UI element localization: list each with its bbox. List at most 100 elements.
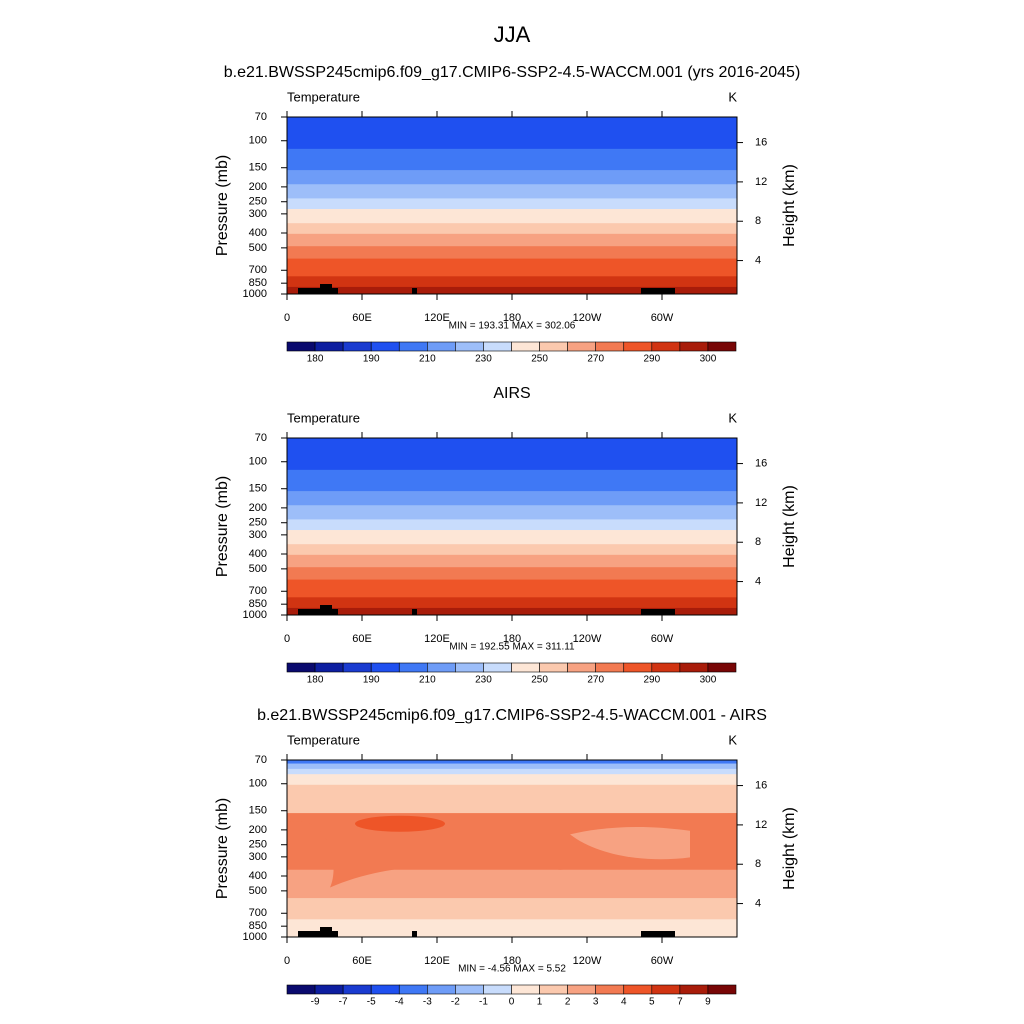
left-label: Temperature — [287, 732, 360, 747]
colorbar-label: 270 — [587, 354, 604, 365]
contour-band — [287, 246, 737, 260]
contour-band — [287, 258, 737, 277]
contour-band — [287, 505, 737, 520]
topography — [320, 284, 332, 294]
colorbar-label: 180 — [307, 354, 324, 365]
y-tick-label: 400 — [249, 227, 267, 239]
x-tick-label: 120E — [424, 312, 450, 324]
colorbar-box — [539, 984, 568, 995]
colorbar-label: 2 — [565, 997, 571, 1008]
y-tick-label: 250 — [249, 839, 267, 851]
contour-band — [287, 276, 737, 288]
y-axis-label: Pressure (mb) — [214, 476, 231, 577]
colorbar-box — [679, 662, 709, 673]
contour-band — [287, 170, 737, 185]
x-tick-label: 60E — [352, 955, 372, 967]
colorbar-label: 290 — [643, 354, 660, 365]
topography — [412, 931, 417, 937]
colorbar-box — [455, 341, 484, 352]
colorbar-label: -2 — [451, 997, 460, 1008]
x-tick-label: 180 — [503, 955, 521, 967]
colorbar-label: 230 — [475, 354, 492, 365]
colorbar-label: 4 — [621, 997, 627, 1008]
contour-band — [287, 579, 737, 598]
colorbar-box — [483, 341, 512, 352]
y2-axis-label: Height (km) — [781, 485, 798, 568]
contour-band — [287, 567, 737, 581]
y2-tick-label: 16 — [755, 136, 767, 148]
y-tick-label: 250 — [249, 517, 267, 529]
y2-tick-label: 16 — [755, 779, 767, 791]
y-tick-label: 300 — [249, 851, 267, 863]
colorbar-label: -4 — [395, 997, 404, 1008]
colorbar-box — [595, 984, 625, 995]
colorbar-box — [651, 984, 681, 995]
colorbar-box — [483, 662, 512, 673]
colorbar-box — [342, 984, 372, 995]
topography — [412, 288, 417, 294]
contour-band — [287, 286, 737, 295]
colorbar-label: 3 — [593, 997, 599, 1008]
colorbar-label: 180 — [307, 675, 324, 686]
colorbar-label: -9 — [311, 997, 320, 1008]
y-tick-label: 200 — [249, 181, 267, 193]
y-tick-label: 150 — [249, 805, 267, 817]
topography — [320, 605, 332, 615]
y-tick-label: 700 — [249, 907, 267, 919]
x-tick-label: 60E — [352, 633, 372, 645]
contour-band — [287, 491, 737, 506]
contour-band — [287, 519, 737, 531]
colorbar-box — [623, 341, 653, 352]
y-tick-label: 200 — [249, 502, 267, 514]
colorbar-label: -7 — [339, 997, 348, 1008]
contour-band — [287, 774, 737, 786]
colorbar-box — [707, 341, 737, 352]
colorbar-box — [286, 341, 316, 352]
y2-tick-label: 12 — [755, 497, 767, 509]
y-tick-label: 100 — [249, 135, 267, 147]
colorbar-box — [398, 984, 428, 995]
x-tick-label: 0 — [284, 312, 290, 324]
y-tick-label: 100 — [249, 778, 267, 790]
y2-tick-label: 8 — [755, 536, 761, 548]
colorbar-label: 9 — [705, 997, 711, 1008]
contour-band — [287, 760, 737, 765]
contour-band — [287, 898, 737, 920]
stats: MIN = -4.56 MAX = 5.52 — [458, 964, 566, 975]
y2-tick-label: 12 — [755, 819, 767, 831]
colorbar-box — [427, 662, 456, 673]
x-tick-label: 120E — [424, 955, 450, 967]
panel-title: b.e21.BWSSP245cmip6.f09_g17.CMIP6-SSP2-4… — [257, 707, 767, 724]
colorbar-box — [370, 662, 400, 673]
y-tick-label: 150 — [249, 162, 267, 174]
colorbar-box — [314, 341, 344, 352]
contour-band — [287, 597, 737, 609]
y2-tick-label: 4 — [755, 254, 761, 266]
y-tick-label: 700 — [249, 264, 267, 276]
topography — [320, 927, 332, 937]
colorbar-label: -3 — [423, 997, 432, 1008]
y-tick-label: 300 — [249, 208, 267, 220]
contour-band — [287, 530, 737, 545]
left-label: Temperature — [287, 89, 360, 104]
colorbar-box — [707, 984, 737, 995]
right-label: K — [728, 410, 737, 425]
y2-tick-label: 16 — [755, 457, 767, 469]
colorbar-label: 210 — [419, 354, 436, 365]
colorbar-box — [286, 662, 316, 673]
y-tick-label: 250 — [249, 196, 267, 208]
contour-band — [287, 438, 737, 471]
colorbar-label: 210 — [419, 675, 436, 686]
y-tick-label: 70 — [255, 111, 267, 123]
contour-band — [287, 209, 737, 224]
colorbar-label: 0 — [509, 997, 515, 1008]
contour-patch — [570, 826, 690, 860]
colorbar-box — [483, 984, 512, 995]
colorbar-box — [539, 341, 568, 352]
contour-band — [287, 198, 737, 210]
y2-tick-label: 4 — [755, 575, 761, 587]
y-tick-label: 300 — [249, 529, 267, 541]
x-tick-label: 180 — [503, 312, 521, 324]
contour-band — [287, 768, 737, 775]
figure-title: JJA — [494, 22, 531, 47]
